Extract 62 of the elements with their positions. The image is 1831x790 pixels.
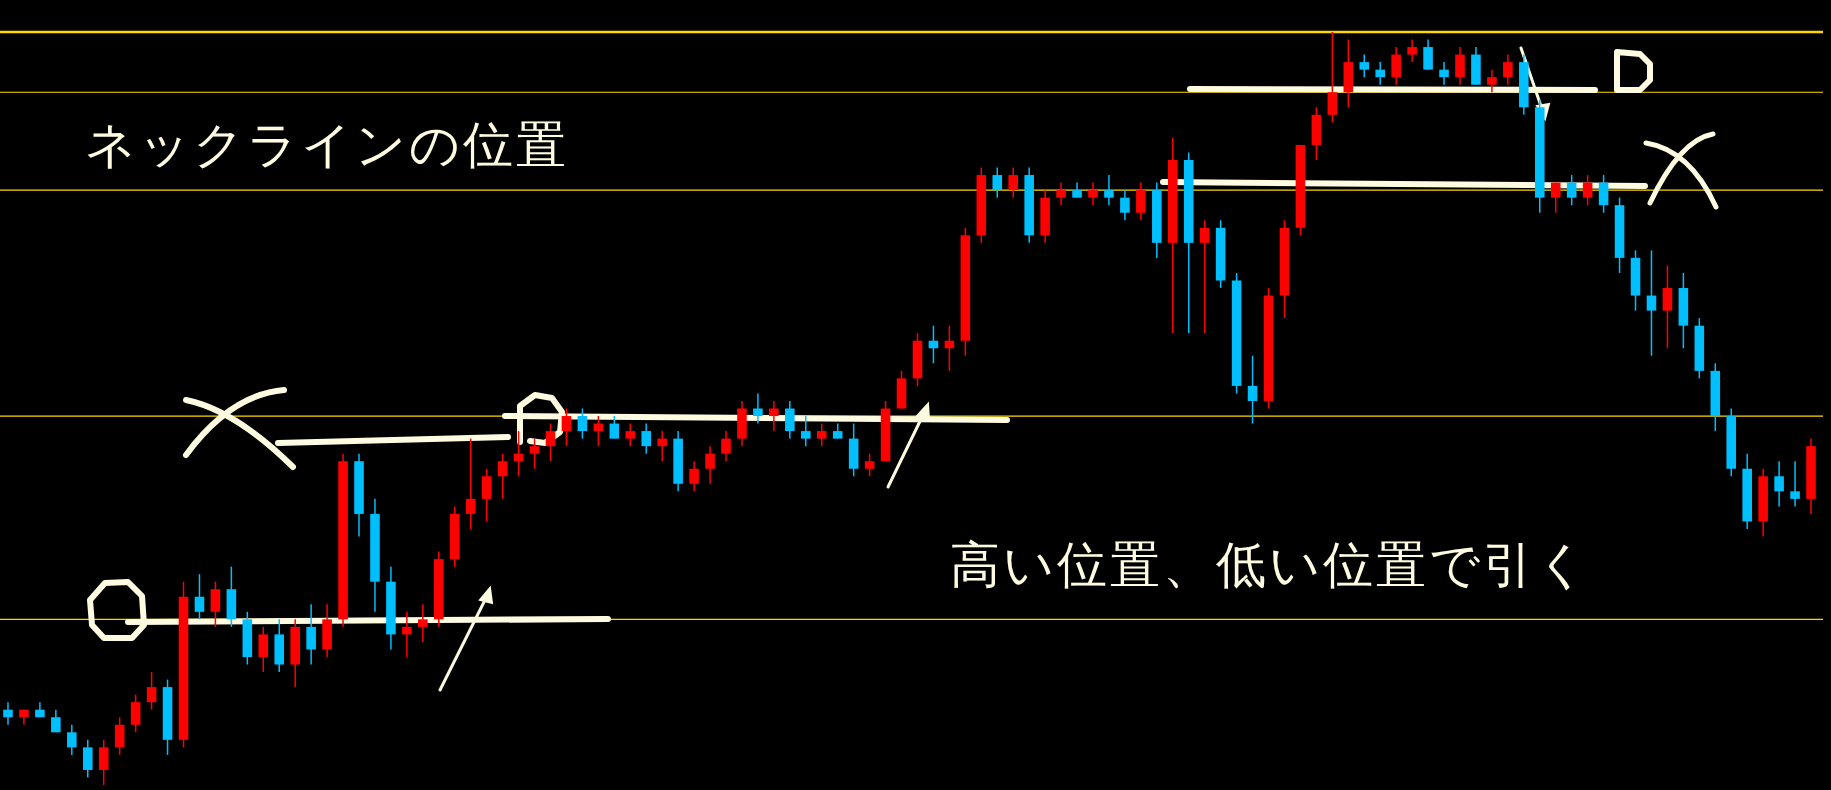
- candlestick: [1646, 249, 1657, 357]
- candlestick: [1407, 38, 1417, 63]
- candlestick: [1439, 61, 1449, 86]
- candlestick: [1120, 189, 1130, 221]
- candlestick: [3, 701, 13, 726]
- candlestick: [306, 603, 316, 666]
- candlestick: [1008, 166, 1018, 199]
- candlestick: [1582, 174, 1593, 206]
- candlestick: [1455, 46, 1465, 86]
- candlestick: [481, 467, 492, 523]
- candlestick: [1056, 181, 1066, 206]
- candlestick: [1088, 181, 1098, 206]
- candlestick: [1247, 355, 1258, 425]
- candlestick: [1423, 38, 1433, 71]
- candlestick: [689, 460, 699, 493]
- candlestick: [1550, 181, 1561, 214]
- candlestick: [1598, 174, 1609, 214]
- annotation: ネックラインの位置: [85, 116, 569, 174]
- candlestick: [1503, 53, 1513, 86]
- candlestick: [1487, 68, 1497, 93]
- candlestick: [1774, 460, 1784, 508]
- candlestick: [210, 580, 221, 628]
- candlestick: [561, 407, 572, 447]
- candlestick: [130, 693, 141, 734]
- candlestick: [418, 603, 428, 643]
- candlestick: [785, 400, 795, 440]
- candlestick: [1104, 174, 1114, 206]
- candlestick: [146, 671, 157, 711]
- candlestick: [1391, 46, 1401, 86]
- candlestick: [1199, 219, 1210, 334]
- candlestick: [816, 422, 827, 447]
- candlestick: [194, 573, 205, 621]
- candlestick: [577, 407, 588, 440]
- candlestick: [992, 166, 1003, 199]
- candlestick: [545, 422, 556, 462]
- candlestick: [721, 430, 731, 462]
- candlestick: [657, 430, 667, 462]
- candlestick: [258, 626, 269, 673]
- candlestick: [609, 415, 620, 440]
- candlestick: [67, 724, 77, 756]
- annotation: 高い位置、低い位置で引く: [950, 536, 1590, 594]
- candlestick: [82, 739, 93, 779]
- candlestick: [114, 716, 125, 756]
- candlestick: [98, 739, 109, 786]
- candlestick: [769, 400, 779, 432]
- candlestick: [625, 422, 636, 447]
- candlestick: [497, 452, 508, 500]
- candlestick: [1359, 53, 1370, 78]
- candlestick: [1327, 31, 1338, 124]
- candlestick: [641, 422, 652, 455]
- candlestick: [529, 437, 540, 470]
- candlestick: [1136, 181, 1146, 221]
- candlestick: [753, 392, 763, 425]
- candlestick: [465, 437, 476, 530]
- candlestick: [402, 611, 412, 658]
- candlestick: [1662, 264, 1673, 350]
- candlestick: [1790, 460, 1800, 508]
- candlestick: [864, 452, 875, 478]
- candlestick: [1375, 61, 1385, 86]
- candlestick: [801, 415, 811, 447]
- candlestick: [705, 445, 715, 485]
- candlestick: [1566, 174, 1577, 206]
